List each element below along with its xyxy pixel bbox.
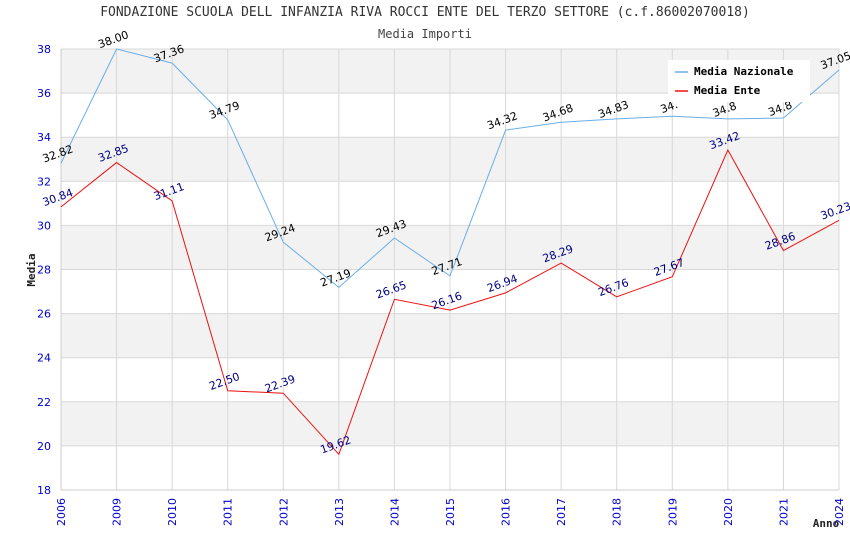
data-label-nazionale: 27.19 <box>319 267 353 290</box>
x-axis-ticks: 2006 2009 2010 2011 2012 2013 2014 2015 2016 2017… <box>55 498 846 526</box>
chart-subtitle: Media Importi <box>378 27 472 41</box>
data-label-nazionale: 34. <box>659 98 680 116</box>
x-tick-label: 2024 <box>833 498 846 526</box>
y-tick-label: 36 <box>37 87 51 100</box>
x-tick-label: 2021 <box>777 498 790 526</box>
gridlines <box>60 48 840 491</box>
y-tick-label: 28 <box>37 264 51 277</box>
y-tick-label: 32 <box>37 175 51 188</box>
data-label-ente: 26.65 <box>374 278 408 301</box>
x-tick-label: 2013 <box>333 498 346 526</box>
data-label-ente: 26.76 <box>596 276 630 299</box>
legend-box <box>668 60 810 102</box>
legend: Media Nazionale Media Ente <box>668 60 810 102</box>
x-axis-label: Anno <box>813 517 840 530</box>
y-axis-label: Media <box>25 253 38 286</box>
data-label-ente: 22.39 <box>263 372 297 395</box>
y-tick-label: 24 <box>37 352 51 365</box>
y-tick-label: 22 <box>37 396 51 409</box>
data-label-nazionale: 38.00 <box>96 28 130 51</box>
chart-title: FONDAZIONE SCUOLA DELL INFANZIA RIVA ROC… <box>100 5 750 20</box>
x-tick-label: 2011 <box>222 498 235 526</box>
legend-label-ente: Media Ente <box>694 84 761 97</box>
data-label-nazionale: 34.83 <box>596 98 630 121</box>
x-tick-label: 2010 <box>166 498 179 526</box>
x-tick-label: 2015 <box>444 498 457 526</box>
y-tick-label: 34 <box>37 131 51 144</box>
data-label-ente: 30.23 <box>819 200 850 223</box>
data-label-ente: 26.94 <box>485 272 519 295</box>
data-label-ente: 26.16 <box>430 289 464 312</box>
x-tick-label: 2019 <box>666 498 679 526</box>
data-label-ente: 22.50 <box>207 370 241 393</box>
x-tick-label: 2009 <box>111 498 124 526</box>
data-label-ente: 30.84 <box>41 186 75 209</box>
x-tick-label: 2014 <box>388 498 401 526</box>
x-tick-label: 2016 <box>500 498 513 526</box>
series-line-nazionale <box>60 48 840 289</box>
x-tick-label: 2012 <box>277 498 290 526</box>
data-label-nazionale: 34.79 <box>207 99 241 122</box>
x-tick-label: 2018 <box>611 498 624 526</box>
legend-label-nazionale: Media Nazionale <box>694 65 794 78</box>
series-line-ente <box>60 148 840 456</box>
y-tick-label: 30 <box>37 219 51 232</box>
x-tick-label: 2020 <box>722 498 735 526</box>
x-tick-label: 2006 <box>55 498 68 526</box>
data-label-nazionale: 34.68 <box>541 101 575 124</box>
data-label-ente: 31.11 <box>152 180 186 203</box>
y-tick-label: 38 <box>37 43 51 56</box>
y-tick-label: 20 <box>37 440 51 453</box>
x-tick-label: 2017 <box>555 498 568 526</box>
data-label-nazionale: 34.8 <box>711 99 738 120</box>
series-lines <box>60 48 840 456</box>
y-tick-label: 26 <box>37 308 51 321</box>
y-axis-ticks: 18 20 22 24 26 28 30 32 34 36 38 <box>37 43 51 497</box>
y-tick-label: 18 <box>37 484 51 497</box>
